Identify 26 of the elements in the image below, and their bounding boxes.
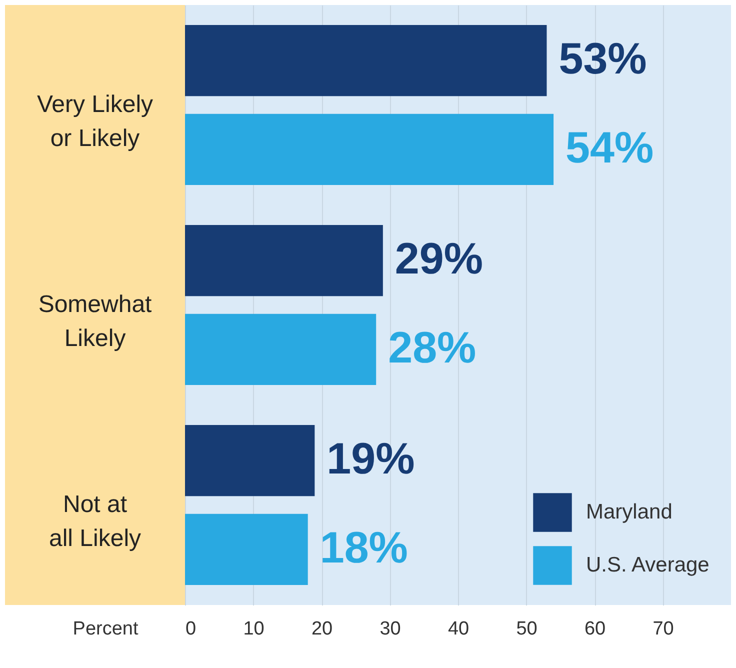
- y-tick-label: Very Likely or Likely: [36, 91, 154, 152]
- y-tick-label: Somewhat Likely: [38, 291, 152, 352]
- bar: [185, 425, 315, 496]
- x-tick-label: 70: [652, 618, 674, 640]
- bar: [185, 314, 376, 385]
- x-axis-title: Percent: [72, 618, 139, 640]
- data-label: 28%: [388, 323, 476, 372]
- data-label: 18%: [320, 523, 408, 572]
- x-tick-label: 10: [243, 618, 264, 640]
- data-label: 19%: [326, 434, 415, 484]
- data-label: 54%: [566, 123, 654, 172]
- bar: [185, 25, 547, 96]
- x-tick-label: 20: [311, 618, 333, 640]
- data-label: 29%: [394, 234, 484, 284]
- x-tick-label: 30: [380, 618, 401, 640]
- x-tick-label: 0: [186, 618, 196, 640]
- x-tick-label: 50: [516, 618, 538, 640]
- bar: [185, 514, 308, 585]
- legend-label: Maryland: [586, 500, 672, 524]
- legend-label: U.S. Average: [586, 554, 710, 576]
- x-tick-label: 40: [448, 618, 470, 640]
- bar: [185, 114, 554, 185]
- x-tick-label: 60: [584, 618, 606, 640]
- y-tick-label: Not at all Likely: [48, 491, 142, 552]
- bar: [185, 225, 383, 296]
- data-label: 53%: [558, 34, 647, 84]
